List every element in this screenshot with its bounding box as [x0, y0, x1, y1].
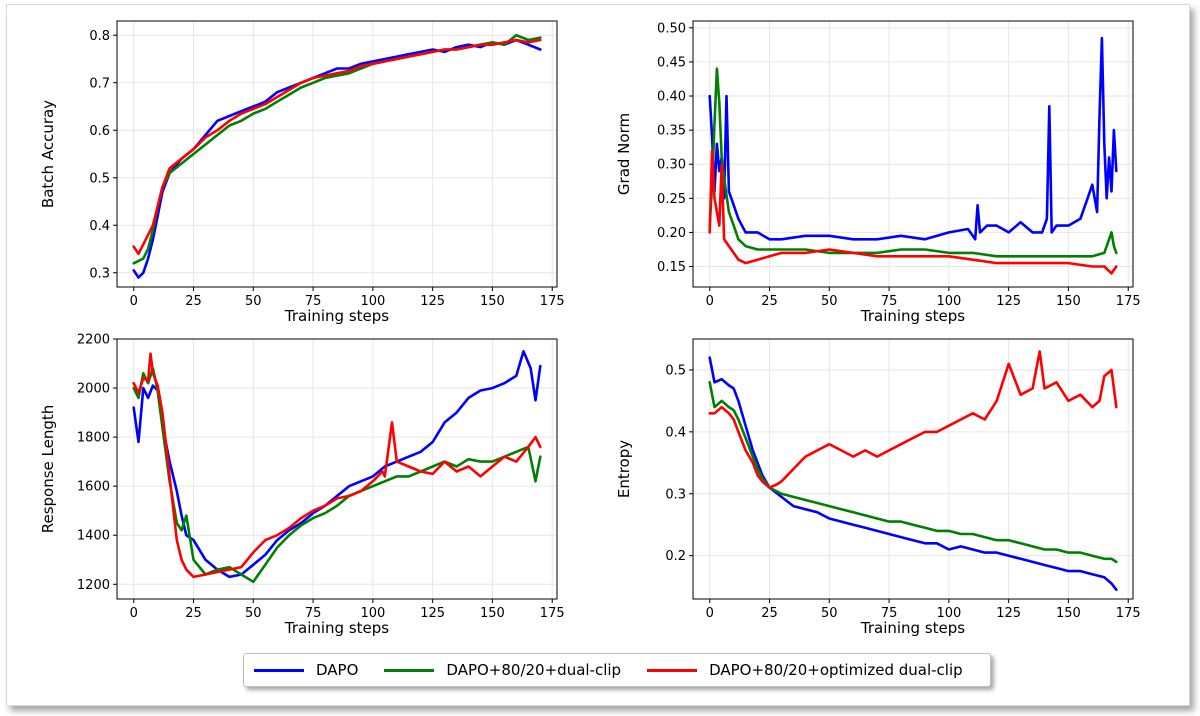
x-tick-label: 150 [1056, 294, 1081, 309]
x-tick-label: 0 [130, 606, 138, 621]
x-tick-label: 125 [420, 606, 445, 621]
y-axis-label: Response Length [39, 405, 57, 534]
y-tick-label: 1200 [77, 578, 110, 593]
axes-frame [116, 20, 558, 288]
y-tick-label: 0.5 [665, 363, 686, 378]
x-tick-label: 75 [881, 606, 898, 621]
axes-frame [116, 338, 558, 600]
x-tick-label: 50 [245, 294, 262, 309]
legend-line-optimized-dual-clip [647, 668, 698, 672]
y-tick-label: 0.4 [89, 219, 110, 234]
subplot-4: 0 25 50 75 100 125 150 175 0.2 0.3 0.4 0.5 Training … [615, 338, 1141, 637]
y-tick-label: 0.45 [657, 55, 686, 70]
legend-line-dapo [254, 668, 304, 672]
y-tick-label: 0.6 [89, 124, 110, 139]
x-tick-label: 150 [1056, 606, 1081, 621]
x-tick-label: 125 [996, 606, 1021, 621]
y-axis-label: Grad Norm [615, 113, 633, 195]
x-tick-label: 25 [761, 606, 778, 621]
legend-label-optimized-dual-clip: DAPO+80/20+optimized dual-clip [709, 661, 963, 679]
subplot-2: 0 25 50 75 100 125 150 175 0.15 0.20 0.25 0.30 0.35 0… [615, 20, 1141, 325]
legend-label-dapo: DAPO [316, 661, 359, 679]
y-tick-label: 0.30 [657, 158, 686, 173]
x-tick-label: 125 [420, 294, 445, 309]
y-axis-label: Entropy [615, 440, 633, 498]
y-axis-label: Batch Accuray [39, 100, 57, 208]
y-tick-label: 0.15 [657, 260, 686, 275]
x-tick-label: 100 [360, 294, 385, 309]
subplot-3: 0 25 50 75 100 125 150 175 1200 1400 1600 1800 2000 2… [39, 333, 565, 638]
legend-label-dual-clip: DAPO+80/20+dual-clip [446, 661, 622, 679]
y-tick-label: 2200 [77, 333, 110, 348]
x-axis-label: Training steps [284, 619, 389, 637]
x-tick-label: 25 [761, 294, 778, 309]
legend-item-optimized-dual-clip: DAPO+80/20+optimized dual-clip [647, 661, 963, 679]
legend-item-dapo: DAPO [254, 661, 358, 679]
axes-frame [692, 338, 1134, 600]
x-tick-label: 75 [881, 294, 898, 309]
legend: DAPO DAPO+80/20+dual-clip DAPO+80/20+opt… [243, 653, 991, 687]
series-line-1 [132, 349, 542, 579]
series-line-3 [132, 352, 542, 579]
y-tick-label: 0.3 [89, 266, 110, 281]
x-tick-label: 100 [360, 606, 385, 621]
y-tick-label: 0.4 [665, 425, 686, 440]
subplot-1: 0 25 50 75 100 125 150 175 0.3 0.4 0.5 0.6 0.7 0.8 Tra… [39, 20, 565, 325]
x-tick-label: 50 [821, 606, 838, 621]
y-tick-label: 0.25 [657, 192, 686, 207]
legend-line-dual-clip [384, 668, 435, 672]
x-tick-label: 150 [480, 606, 505, 621]
axes-frame [692, 20, 1134, 288]
x-tick-label: 150 [480, 294, 505, 309]
x-tick-label: 0 [706, 606, 714, 621]
series-line-3 [132, 38, 542, 256]
y-tick-label: 1400 [77, 529, 110, 544]
x-tick-label: 125 [996, 294, 1021, 309]
x-tick-label: 100 [936, 294, 961, 309]
y-tick-label: 0.35 [657, 124, 686, 139]
x-tick-label: 25 [185, 606, 202, 621]
y-tick-label: 0.20 [657, 226, 686, 241]
y-tick-label: 0.5 [89, 171, 110, 186]
series-line-3 [708, 149, 1118, 275]
y-tick-label: 0.3 [665, 487, 686, 502]
x-tick-label: 175 [1116, 294, 1141, 309]
x-axis-label: Training steps [860, 307, 965, 325]
x-tick-label: 100 [936, 606, 961, 621]
y-tick-label: 1600 [77, 480, 110, 495]
figure-frame: 0 25 50 75 100 125 150 175 0.3 0.4 0.5 0.6 0.7 0.8 Tra… [6, 4, 1190, 706]
series-line-1 [708, 36, 1118, 241]
series-line-2 [708, 67, 1118, 258]
legend-item-dual-clip: DAPO+80/20+dual-clip [384, 661, 621, 679]
x-axis-label: Training steps [284, 307, 389, 325]
y-tick-label: 0.8 [89, 29, 110, 44]
y-tick-label: 2000 [77, 382, 110, 397]
x-tick-label: 50 [821, 294, 838, 309]
y-tick-label: 1800 [77, 431, 110, 446]
x-tick-label: 175 [540, 294, 565, 309]
x-tick-label: 50 [245, 606, 262, 621]
y-tick-label: 0.50 [657, 21, 686, 36]
y-tick-label: 0.40 [657, 90, 686, 105]
figure-canvas: 0 25 50 75 100 125 150 175 0.3 0.4 0.5 0.6 0.7 0.8 Tra… [39, 20, 1141, 638]
x-tick-label: 175 [540, 606, 565, 621]
x-tick-label: 0 [706, 294, 714, 309]
series-line-3 [708, 350, 1118, 489]
y-tick-label: 0.2 [665, 549, 686, 564]
x-tick-label: 25 [185, 294, 202, 309]
x-tick-label: 75 [305, 606, 322, 621]
series-line-1 [708, 356, 1118, 592]
y-tick-label: 0.7 [89, 76, 110, 91]
x-axis-label: Training steps [860, 619, 965, 637]
x-tick-label: 75 [305, 294, 322, 309]
x-tick-label: 0 [130, 294, 138, 309]
x-tick-label: 175 [1116, 606, 1141, 621]
series-line-2 [708, 380, 1118, 564]
